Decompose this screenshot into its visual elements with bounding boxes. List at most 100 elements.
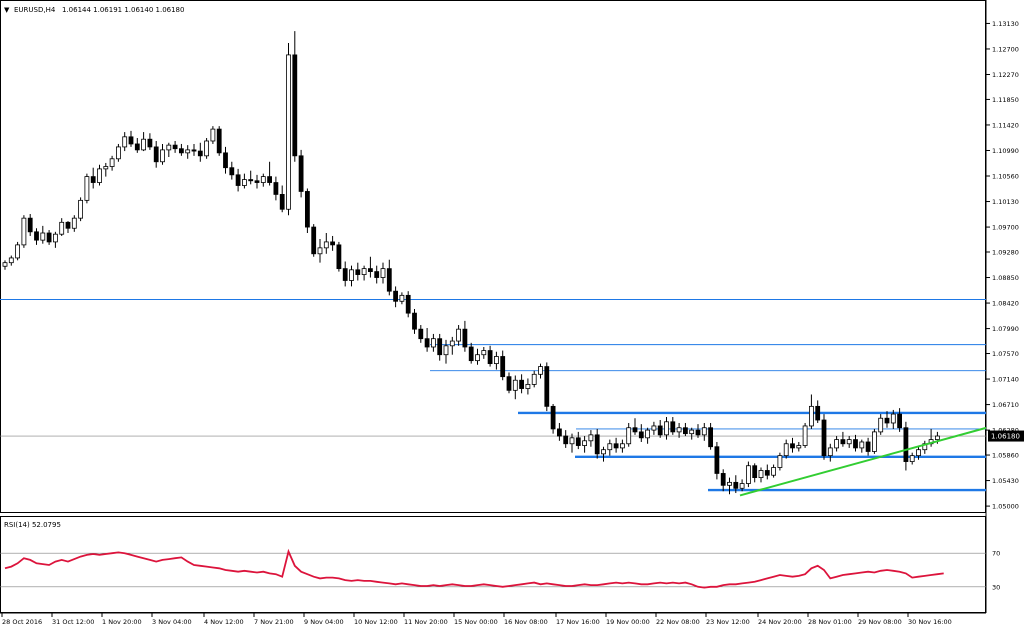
- time-axis[interactable]: 28 Oct 2016 31 Oct 12:00 1 Nov 20:00 3 Nov …: [1, 613, 952, 626]
- candle: [771, 464, 776, 478]
- candle: [758, 467, 764, 483]
- bear-candle-body: [65, 221, 71, 229]
- candle: [260, 173, 266, 187]
- time-tick-label: 19 Nov 00:00: [606, 618, 650, 626]
- bear-candle-body: [418, 328, 424, 340]
- bull-candle-body: [607, 443, 613, 451]
- candle: [796, 441, 802, 452]
- candle: [317, 238, 323, 263]
- bear-candle-body: [840, 439, 846, 445]
- candle: [695, 424, 701, 438]
- bear-candle-body: [153, 146, 159, 163]
- bull-candle-body: [645, 429, 650, 439]
- candle: [462, 320, 468, 352]
- bull-candle-body: [809, 405, 814, 427]
- bear-candle-body: [330, 241, 336, 246]
- candle: [336, 241, 342, 272]
- rsi-line: [4, 548, 944, 589]
- candle: [424, 327, 430, 352]
- price-tick-label: 1.06710: [992, 401, 1019, 409]
- candle: [355, 262, 361, 281]
- price-axis[interactable]: 1.13130 1.12700 1.12270 1.11850 1.11420 1.109…: [986, 20, 1019, 591]
- bull-candle-body: [109, 158, 115, 167]
- bull-candle-body: [241, 179, 247, 186]
- candle: [834, 436, 839, 452]
- candle: [65, 221, 71, 234]
- time-tick-label: 4 Nov 12:00: [204, 618, 244, 626]
- dropdown-arrow-icon[interactable]: ▼: [4, 6, 10, 14]
- candle: [46, 230, 52, 245]
- bull-candle-body: [8, 257, 14, 264]
- bull-candle-body: [582, 440, 587, 446]
- bear-candle-body: [714, 446, 720, 474]
- trendline-line[interactable]: [739, 426, 987, 497]
- candle: [620, 439, 625, 453]
- candle: [2, 260, 8, 270]
- candle: [468, 342, 474, 364]
- bear-candle-body: [670, 421, 676, 433]
- candle: [777, 452, 783, 471]
- bear-candle-body: [412, 312, 417, 330]
- candle: [582, 436, 587, 453]
- bear-candle-body: [563, 435, 569, 445]
- candle: [349, 265, 354, 287]
- candle: [380, 262, 386, 284]
- bear-candle-body: [790, 443, 795, 449]
- trendline[interactable]: [739, 426, 987, 497]
- symbol-label: EURUSD,H4: [14, 6, 56, 14]
- price-panel[interactable]: [0, 0, 986, 513]
- candle: [557, 422, 562, 441]
- time-tick-label: 28 Nov 01:00: [808, 618, 852, 626]
- bull-candle-body: [116, 146, 121, 160]
- bear-candle-body: [544, 366, 550, 407]
- candle: [727, 477, 732, 495]
- candle: [241, 173, 247, 189]
- candle: [286, 43, 291, 216]
- bull-candle-body: [620, 443, 625, 449]
- price-tick-label: 1.07570: [992, 350, 1019, 358]
- candle: [846, 436, 852, 448]
- bear-candle-body: [657, 425, 663, 436]
- rsi-header: RSI(14) 52.0795: [4, 521, 61, 529]
- bear-candle-body: [733, 481, 739, 489]
- candle: [601, 446, 606, 462]
- candle: [153, 140, 159, 168]
- candle: [859, 439, 865, 453]
- current-price-label: 1.06180: [991, 433, 1020, 441]
- bull-candle-body: [512, 379, 518, 391]
- bull-candle-body: [909, 455, 915, 462]
- rsi-panel[interactable]: [0, 516, 986, 613]
- candle: [342, 261, 348, 287]
- candle: [746, 461, 751, 488]
- bull-candle-body: [531, 373, 537, 385]
- candle: [701, 422, 707, 441]
- bear-candle-body: [424, 338, 430, 348]
- bear-candle-body: [223, 152, 228, 169]
- bear-candle-body: [34, 231, 39, 241]
- candle: [128, 130, 134, 147]
- candle: [229, 161, 235, 180]
- price-tick-label: 1.08420: [992, 300, 1019, 308]
- bull-candle-body: [84, 176, 90, 201]
- bear-candle-body: [638, 431, 644, 439]
- candle: [909, 452, 915, 465]
- bear-candle-body: [386, 268, 392, 292]
- bull-candle-body: [872, 431, 877, 452]
- candle: [821, 414, 827, 460]
- candle: [720, 469, 726, 492]
- bull-candle-body: [935, 435, 940, 441]
- bull-candle-body: [834, 439, 839, 449]
- price-tick-label: 1.10560: [992, 173, 1019, 181]
- bull-candle-body: [166, 144, 172, 151]
- price-tick-label: 1.13130: [992, 20, 1019, 28]
- bull-candle-body: [53, 233, 58, 243]
- bear-candle-body: [506, 376, 512, 391]
- bear-candle-body: [752, 465, 758, 478]
- candle: [481, 346, 487, 359]
- bear-candle-body: [311, 226, 317, 255]
- candle: [903, 421, 909, 471]
- time-tick-label: 30 Nov 16:00: [908, 618, 952, 626]
- candle: [456, 325, 462, 346]
